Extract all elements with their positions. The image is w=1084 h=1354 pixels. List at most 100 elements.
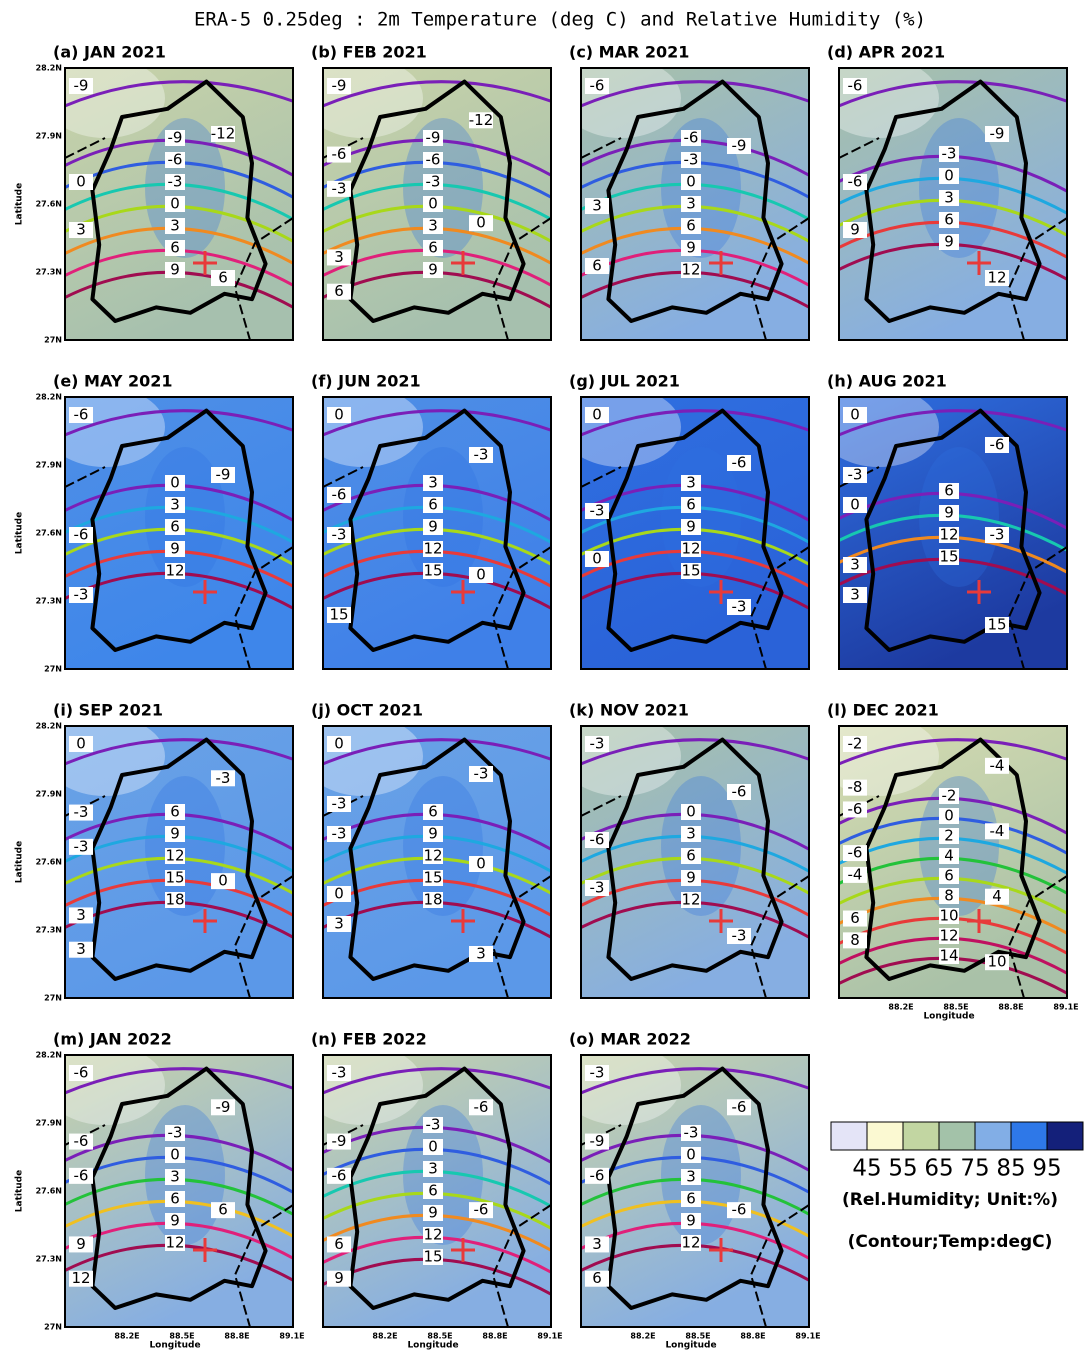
- label-box: [165, 1169, 185, 1185]
- humidity-patch: [839, 397, 939, 467]
- label-box: [165, 240, 185, 256]
- humidity-patch: [65, 397, 165, 467]
- label-box: [211, 1202, 235, 1219]
- contour-label: -12: [211, 125, 236, 143]
- label-box: [985, 823, 1009, 840]
- lon-tick-label: 89.1E: [1053, 1003, 1078, 1012]
- humidity-patch: [65, 726, 165, 796]
- map-panel: (a) JAN 2021 -9 -6 -3 0 3 6 9 -9 -12 0 3 6 28.2N 27.9N…: [15, 43, 294, 345]
- label-box: [69, 1065, 93, 1081]
- contour-label: 12: [681, 261, 700, 279]
- temperature-contour: [581, 738, 809, 766]
- colorbar-label: 95: [1032, 1156, 1061, 1182]
- contour-label: -6: [684, 129, 699, 147]
- label-box: [681, 848, 701, 864]
- district-boundary: [90, 79, 268, 323]
- label-box: [939, 828, 959, 844]
- contour-label: 0: [686, 803, 696, 821]
- label-box: [69, 1167, 93, 1184]
- contour-label: 12: [681, 891, 700, 909]
- label-box: [469, 946, 493, 962]
- lat-tick-label: 28.2N: [36, 64, 62, 73]
- humidity-patch: [581, 397, 681, 467]
- colorbar-box: [902, 1121, 940, 1151]
- contour-label: 6: [592, 257, 602, 275]
- temperature-contour: [581, 409, 809, 437]
- lat-axis-label: Latitude: [15, 512, 25, 554]
- contour-label: 12: [165, 847, 184, 865]
- label-box: [423, 1227, 443, 1243]
- label-box: [843, 407, 867, 423]
- label-box: [727, 138, 751, 154]
- station-marker: [451, 251, 475, 275]
- contour-label: 3: [592, 197, 602, 215]
- border-line: [65, 137, 293, 340]
- contour-label: -6: [848, 844, 863, 862]
- lon-tick-label: 88.5E: [685, 1332, 710, 1341]
- label-box: [585, 258, 609, 274]
- contour-label: 3: [686, 474, 696, 492]
- label-box: [469, 215, 493, 232]
- humidity-patch: [323, 68, 423, 138]
- lat-tick-label: 27.3N: [36, 926, 62, 935]
- contour-label: 8: [850, 931, 860, 949]
- contour-label: -2: [942, 787, 957, 805]
- lon-tick-label: 88.8E: [482, 1332, 507, 1341]
- lon-axis-label: Longitude: [923, 1012, 974, 1022]
- label-box: [327, 407, 351, 423]
- contour-label: 6: [334, 282, 344, 300]
- contour-label: -6: [590, 831, 605, 849]
- temperature-contour: [65, 409, 293, 437]
- lon-tick-label: 88.8E: [224, 1332, 249, 1341]
- label-box: [681, 240, 701, 256]
- humidity-patch: [323, 726, 423, 796]
- contour-label: 3: [476, 945, 486, 963]
- label-box: [423, 804, 443, 820]
- contour-label: 9: [428, 518, 438, 536]
- label-box: [585, 1167, 609, 1184]
- label-box: [69, 407, 93, 423]
- panel-frame: [580, 67, 810, 341]
- contour-label: 12: [71, 1269, 90, 1287]
- contour-label: -3: [590, 502, 605, 520]
- contour-label: -6: [590, 77, 605, 95]
- contour-label: 6: [428, 239, 438, 257]
- district-boundary: [606, 1066, 784, 1310]
- contour-label: 3: [334, 915, 344, 933]
- label-box: [327, 1236, 351, 1253]
- panel-title: (j) OCT 2021: [311, 701, 423, 720]
- label-box: [69, 838, 93, 855]
- contour-label: -3: [590, 735, 605, 753]
- label-box: [165, 174, 185, 190]
- label-box: [727, 1202, 751, 1219]
- label-box: [681, 870, 701, 886]
- contour-label: 3: [428, 1160, 438, 1178]
- panel-frame: [838, 396, 1068, 670]
- contour-label: -9: [216, 466, 231, 484]
- label-box: [681, 892, 701, 908]
- label-box: [939, 848, 959, 864]
- lat-tick-label: 27.3N: [36, 597, 62, 606]
- contour-label: -3: [732, 927, 747, 945]
- humidity-patch: [581, 1055, 681, 1125]
- lon-tick-label: 88.5E: [427, 1332, 452, 1341]
- contour-label: -3: [74, 586, 89, 604]
- label-box: [69, 1270, 93, 1287]
- label-box: [423, 892, 443, 908]
- lat-tick-label: 27N: [44, 994, 62, 1003]
- contour-label: -6: [732, 1201, 747, 1219]
- panel-frame: [322, 396, 552, 670]
- contour-label: -9: [74, 77, 89, 95]
- label-box: [727, 928, 751, 944]
- label-box: [327, 736, 351, 752]
- panel-frame: [64, 67, 294, 341]
- label-box: [165, 475, 185, 491]
- label-box: [327, 886, 351, 902]
- label-box: [939, 788, 959, 804]
- label-box: [843, 78, 867, 94]
- label-box: [585, 1270, 609, 1287]
- label-box: [939, 505, 959, 521]
- label-box: [843, 467, 867, 483]
- contour-label: 3: [592, 1235, 602, 1253]
- label-box: [69, 174, 93, 190]
